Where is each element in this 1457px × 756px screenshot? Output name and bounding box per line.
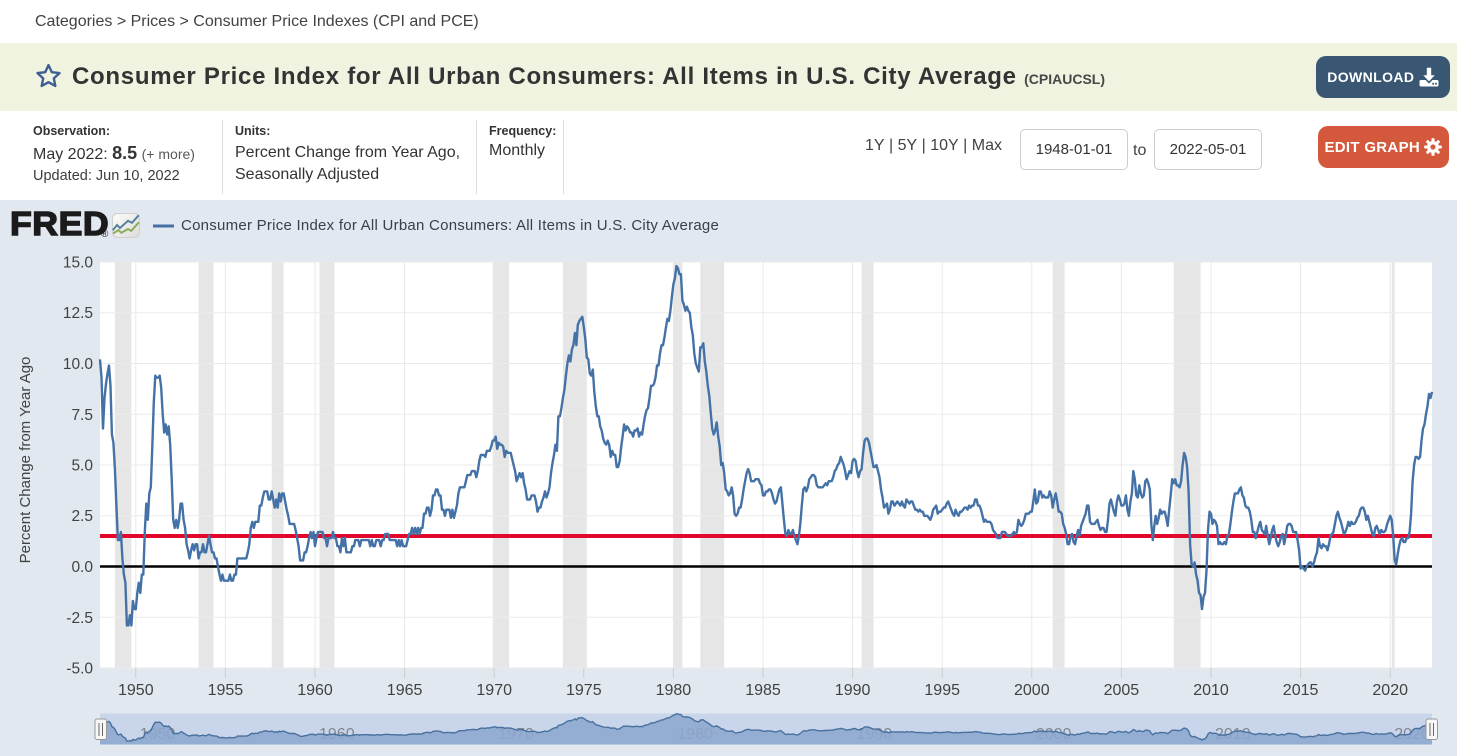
svg-text:2015: 2015 <box>1283 682 1319 699</box>
svg-text:1950: 1950 <box>118 682 154 699</box>
svg-text:1970: 1970 <box>476 682 512 699</box>
svg-text:1985: 1985 <box>745 682 781 699</box>
svg-text:1975: 1975 <box>566 682 602 699</box>
svg-text:2.5: 2.5 <box>71 508 93 525</box>
svg-text:1955: 1955 <box>208 682 244 699</box>
svg-text:1965: 1965 <box>387 682 423 699</box>
svg-text:1980: 1980 <box>656 682 692 699</box>
svg-text:0.0: 0.0 <box>71 559 93 576</box>
svg-text:2010: 2010 <box>1193 682 1229 699</box>
svg-text:2020: 2020 <box>1372 682 1408 699</box>
svg-text:-2.5: -2.5 <box>66 610 93 627</box>
svg-text:1960: 1960 <box>297 682 333 699</box>
svg-text:-5.0: -5.0 <box>66 661 93 678</box>
svg-text:2000: 2000 <box>1014 682 1050 699</box>
svg-text:15.0: 15.0 <box>63 255 94 272</box>
svg-text:12.5: 12.5 <box>63 305 93 322</box>
svg-text:7.5: 7.5 <box>71 407 93 424</box>
svg-text:10.0: 10.0 <box>63 356 94 373</box>
svg-text:1995: 1995 <box>924 682 960 699</box>
svg-text:Percent Change from Year Ago: Percent Change from Year Ago <box>17 357 34 564</box>
svg-text:5.0: 5.0 <box>71 458 93 475</box>
svg-text:2005: 2005 <box>1104 682 1140 699</box>
svg-text:1990: 1990 <box>835 682 871 699</box>
